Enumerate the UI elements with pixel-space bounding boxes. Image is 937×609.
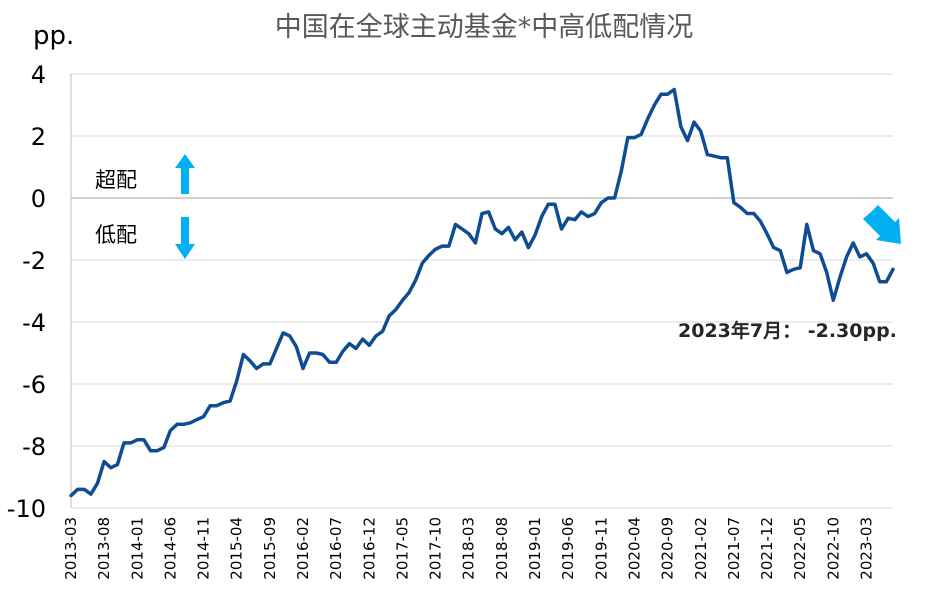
x-tick-label: 2016-02 — [294, 517, 312, 580]
y-tick-label: -10 — [7, 495, 46, 523]
x-tick-label: 2021-07 — [725, 517, 743, 580]
chart-title: 中国在全球主动基金*中高低配情况 — [275, 12, 694, 43]
x-tick-label: 2017-10 — [427, 517, 445, 580]
latest-value-annotation: 2023年7月： -2.30pp. — [678, 319, 897, 342]
y-tick-label: -2 — [22, 247, 46, 275]
down-arrow-icon — [175, 217, 195, 259]
underweight-label: 低配 — [95, 223, 137, 247]
x-tick-label: 2015-09 — [261, 517, 279, 580]
up-arrow-icon — [175, 154, 195, 194]
x-axis-ticks: 2013-03 2013-08 2014-01 2014-06 2014-11 2015-… — [62, 517, 876, 580]
x-tick-label: 2016-07 — [327, 517, 345, 580]
x-tick-label: 2019-01 — [526, 517, 544, 580]
x-tick-label: 2018-03 — [460, 517, 478, 580]
x-tick-label: 2013-03 — [62, 517, 80, 580]
x-tick-label: 2021-02 — [692, 517, 710, 580]
x-tick-label: 2023-03 — [858, 517, 876, 580]
x-tick-label: 2020-09 — [659, 517, 677, 580]
x-tick-label: 2018-08 — [493, 517, 511, 580]
x-tick-label: 2021-12 — [758, 517, 776, 580]
x-tick-label: 2013-08 — [95, 517, 113, 580]
x-tick-label: 2017-05 — [394, 517, 412, 580]
x-tick-label: 2022-05 — [791, 517, 809, 580]
x-tick-label: 2015-04 — [228, 517, 246, 580]
x-tick-label: 2019-11 — [592, 517, 610, 580]
y-tick-label: -6 — [22, 371, 46, 399]
y-tick-label: -8 — [22, 433, 46, 461]
y-tick-label: -4 — [22, 309, 46, 337]
y-axis-unit: pp. — [33, 21, 74, 51]
x-tick-label: 2019-06 — [559, 517, 577, 580]
gridlines — [70, 73, 893, 509]
x-tick-label: 2016-12 — [360, 517, 378, 580]
x-tick-label: 2014-06 — [161, 517, 179, 580]
y-tick-label: 4 — [31, 61, 46, 89]
y-tick-label: 2 — [31, 123, 46, 151]
x-tick-label: 2022-10 — [824, 517, 842, 580]
x-tick-label: 2014-01 — [128, 517, 146, 580]
x-tick-label: 2014-11 — [195, 517, 213, 580]
series-line — [69, 87, 895, 498]
y-tick-label: 0 — [31, 185, 46, 213]
overweight-label: 超配 — [95, 168, 137, 192]
x-tick-label: 2020-04 — [626, 517, 644, 580]
y-axis-ticks: 4 2 0 -2 -4 -6 -8 -10 — [7, 61, 46, 523]
down-right-arrow-icon — [863, 205, 901, 244]
